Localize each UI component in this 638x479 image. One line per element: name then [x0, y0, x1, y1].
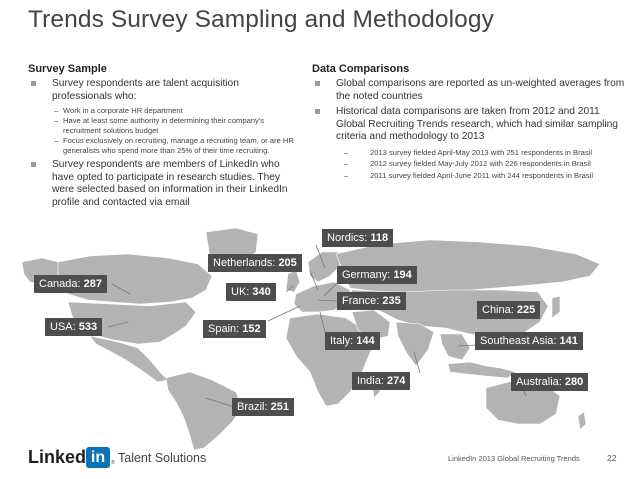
survey-sample-heading: Survey Sample [28, 63, 107, 75]
sub-bullet: –2013 survey fielded April-May 2013 with… [344, 147, 593, 157]
label-italy: Italy: 144 [325, 332, 380, 350]
label-usa: USA: 533 [45, 318, 103, 336]
sub-bullet: – Focus exclusively on recruiting, manage… [54, 136, 294, 155]
uk-shape [285, 269, 301, 293]
leader-line [285, 285, 294, 293]
sub-bullet: –2012 survey fielded May-July 2012 with … [344, 159, 591, 168]
bullet-square-icon [315, 81, 320, 86]
indonesia-shape [447, 361, 517, 379]
sub-bullet-text: Focus exclusively on recruiting, manage … [63, 136, 294, 155]
bullet-text: Global comparisons are reported as un-we… [336, 78, 625, 102]
sub-bullet-text: 2011 survey fielded April-June 2011 with… [370, 170, 594, 180]
sub-bullet: – Work in a corporate HR department [54, 106, 183, 115]
logo-trademark: ® [111, 460, 115, 466]
leader-line [315, 244, 326, 269]
leader-line [267, 305, 301, 322]
label-australia: Australia: 280 [511, 373, 589, 391]
southeast-asia-shape [439, 333, 471, 361]
label-spain: Spain: 152 [203, 320, 266, 338]
bullet-square-icon [31, 162, 36, 168]
label-southeast-asia: Southeast Asia: 141 [475, 332, 583, 350]
slide-title: Trends Survey Sampling and Methodology [28, 6, 494, 33]
survey-sample-section: Survey Sample Survey respondents are tal… [28, 63, 298, 212]
sub-bullet-text: Have at least some authority in determin… [63, 116, 265, 135]
bullet-square-icon [315, 109, 320, 114]
leader-line [457, 344, 477, 347]
data-comparisons-heading: Data Comparisons [312, 63, 410, 75]
logo-linked-text: Linked [28, 447, 87, 467]
label-canada: Canada: 287 [34, 275, 108, 293]
bullet-text: Historical data comparisons are taken fr… [336, 106, 618, 142]
label-uk: UK: 340 [226, 283, 276, 301]
india-shape [395, 321, 435, 367]
scandinavia-shape [307, 251, 341, 283]
leader-line [413, 351, 421, 374]
label-france: France: 235 [337, 292, 406, 310]
leader-line [317, 299, 337, 302]
logo-in-box: in [86, 447, 110, 468]
sub-bullet-text: 2013 survey fielded April-May 2013 with … [370, 147, 593, 157]
leader-line [111, 283, 131, 295]
bullet: Survey respondents are members of Linked… [28, 159, 298, 209]
leader-line [205, 397, 235, 408]
bullet: Historical data comparisons are taken fr… [312, 106, 630, 144]
new-zealand-shape [577, 411, 587, 431]
page-number: 22 [607, 453, 617, 463]
label-brazil: Brazil: 251 [232, 398, 294, 416]
leader-line [309, 270, 319, 291]
label-india: India: 274 [352, 372, 411, 390]
label-nordics: Nordics: 118 [322, 229, 394, 247]
bullet-text: Survey respondents are talent acquisitio… [52, 78, 239, 102]
label-netherlands: Netherlands: 205 [208, 254, 302, 272]
logo-talent-solutions: Talent Solutions [118, 451, 207, 465]
sub-bullet-text: Work in a corporate HR department [63, 106, 183, 115]
bullet: Survey respondents are talent acquisitio… [28, 78, 298, 103]
sub-bullet: – Have at least some authority in determi… [54, 116, 265, 135]
mexico-shape [89, 335, 169, 383]
label-germany: Germany: 194 [337, 266, 417, 284]
south-america-shape [165, 371, 243, 450]
leader-line [107, 321, 129, 328]
sub-bullet: –2011 survey fielded April-June 2011 wit… [344, 170, 594, 180]
bullet-square-icon [31, 81, 36, 86]
leader-line [323, 281, 339, 297]
label-china: China: 225 [477, 301, 541, 319]
bullet-text: Survey respondents are members of Linked… [52, 159, 288, 208]
footer-text: LinkedIn 2013 Global Recruiting Trends [448, 454, 580, 463]
japan-shape [551, 295, 561, 319]
data-comparisons-section: Data Comparisons Global comparisons are … [312, 63, 630, 181]
sub-bullet-text: 2012 survey fielded May-July 2012 with 2… [370, 159, 591, 168]
bullet: Global comparisons are reported as un-we… [312, 78, 630, 103]
